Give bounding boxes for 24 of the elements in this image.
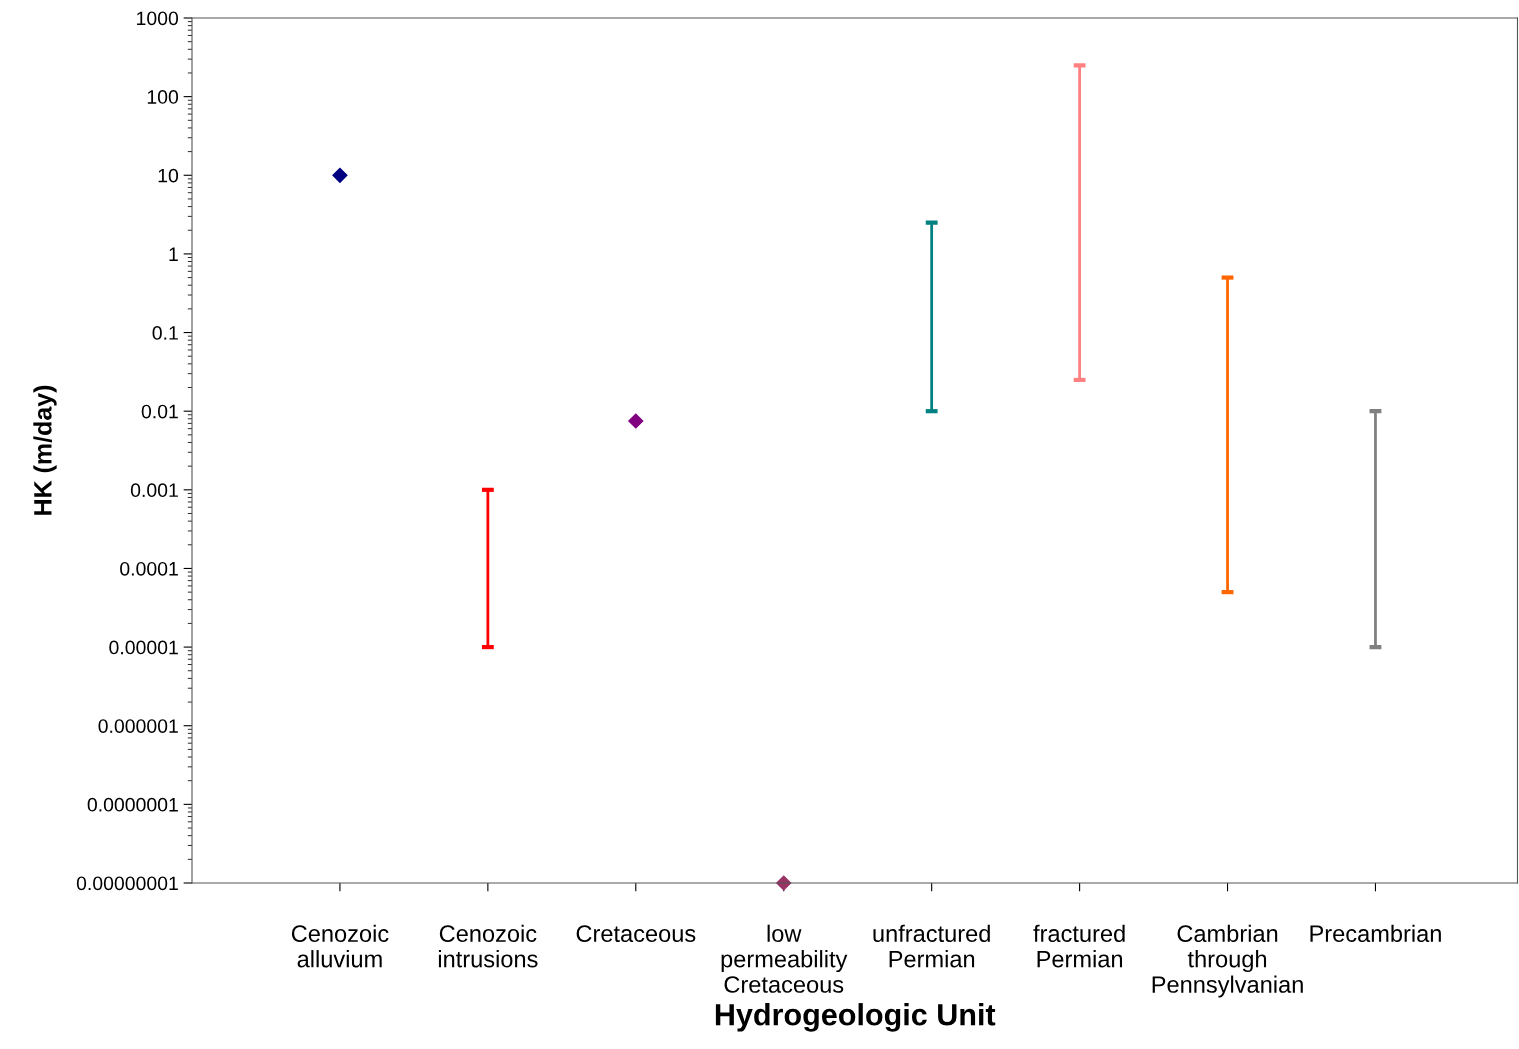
point: [628, 413, 644, 429]
y-axis-title: HK (m/day): [33, 385, 57, 515]
y-tick-label: 0.001: [130, 483, 178, 498]
x-tick-label: fractured Permian: [1033, 924, 1125, 968]
y-tick-label: 0.01: [141, 404, 178, 419]
x-tick-label: unfractured Permian: [873, 924, 990, 968]
y-tick-label: 0.0001: [120, 561, 178, 576]
y-tick-label: 10: [158, 168, 179, 183]
x-tick-label: low permeability Cretaceous: [721, 924, 848, 993]
y-tick-label: 100: [147, 90, 179, 104]
x-tick-label: Cenozoic alluvium: [291, 924, 389, 968]
y-tick-label: 0.000001: [98, 719, 178, 733]
x-tick-label: Cretaceous: [576, 925, 696, 943]
y-tick-label: 0.1: [152, 326, 178, 340]
y-tick-label: 0.0000001: [87, 797, 178, 812]
y-tick-label: 1: [169, 247, 178, 261]
y-tick-label: 1000: [137, 11, 179, 26]
x-tick-label: Precambrian: [1310, 924, 1441, 943]
y-tick-label: 0.00001: [109, 640, 178, 655]
y-tick-label: 0.00000001: [76, 876, 178, 891]
x-axis-title: Hydrogeologic Unit: [715, 1003, 996, 1032]
x-tick-label: Cambrian through Pennsylvanian: [1152, 924, 1303, 998]
x-tick-label: Cenozoic intrusions: [438, 924, 538, 968]
point: [332, 167, 348, 183]
